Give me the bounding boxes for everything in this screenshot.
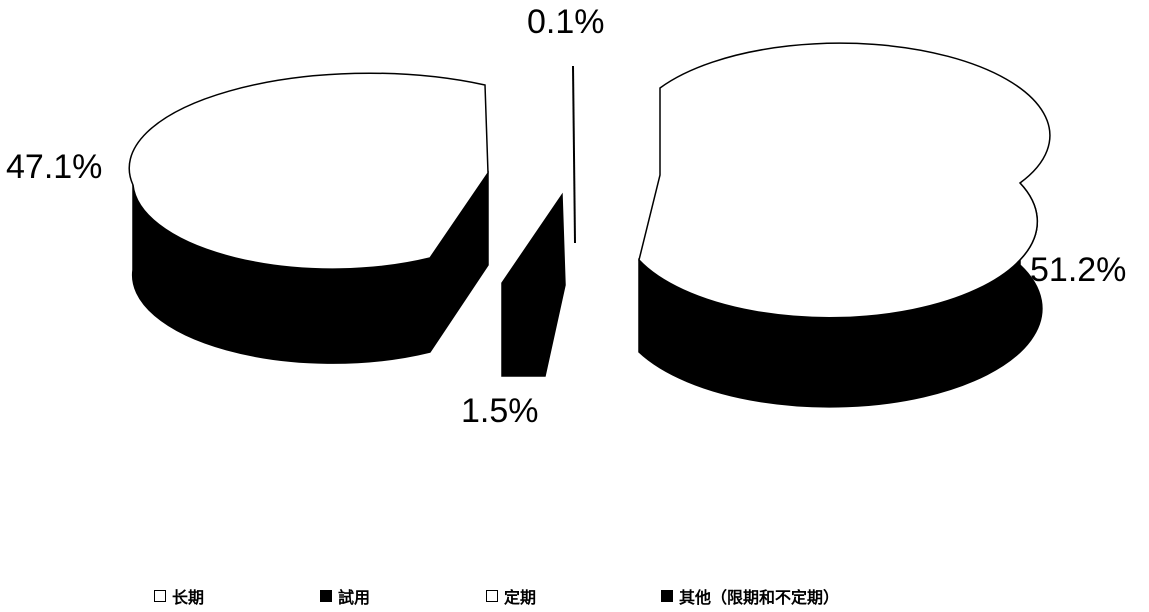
label-long-term: 51.2% [1030, 251, 1126, 289]
slice-fixed-term [572, 65, 576, 244]
filled-square-icon [661, 590, 673, 602]
legend-label: 定期 [504, 588, 537, 607]
label-trial: 1.5% [461, 392, 539, 430]
legend-label: 其他（限期和不定期） [679, 588, 840, 607]
slice-trial [501, 192, 566, 377]
open-square-icon [486, 590, 498, 602]
legend-item-trial: 試用 [320, 584, 370, 608]
legend-item-fixed-term: 定期 [486, 584, 536, 608]
legend-item-long-term: 长期 [154, 584, 204, 608]
legend-label: 长期 [172, 588, 205, 607]
legend: 长期 試用 定期 其他（限期和不定期） [0, 584, 1149, 610]
filled-square-icon [320, 590, 332, 602]
slice-trial-body [501, 192, 566, 377]
slice-other-top [128, 72, 489, 270]
slice-long-term-top [638, 42, 1051, 319]
open-square-icon [154, 590, 166, 602]
label-fixed-term: 0.1% [527, 3, 605, 41]
legend-label: 試用 [338, 588, 371, 607]
legend-item-other: 其他（限期和不定期） [661, 584, 839, 608]
slice-fixed-term-line [572, 65, 576, 244]
slice-other [128, 72, 489, 364]
label-other: 47.1% [6, 148, 102, 186]
slice-long-term [638, 42, 1051, 408]
